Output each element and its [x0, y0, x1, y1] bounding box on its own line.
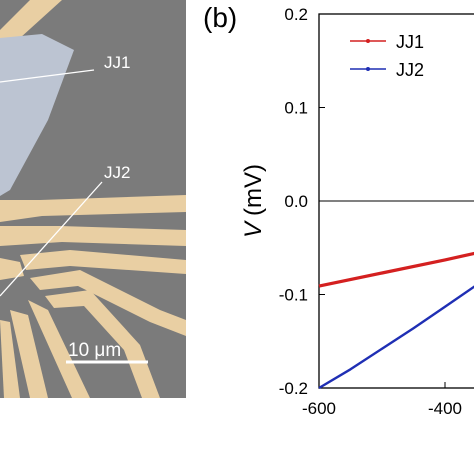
y-axis-label-unit: (mV): [240, 164, 267, 216]
x-ticks: -600-400-20: [302, 382, 462, 418]
y-axis-label: V (mV): [240, 164, 267, 238]
legend-jj1-label: JJ1: [396, 32, 424, 52]
y-tick-label: 0.1: [284, 99, 308, 118]
jj2-label: JJ2: [104, 163, 130, 182]
x-tick-label: -400: [428, 399, 462, 418]
electrode-3: [20, 250, 186, 274]
jj1-pointer-line: [0, 69, 95, 83]
electrode-7: [10, 310, 48, 398]
electrode-5: [45, 290, 160, 398]
electrode-4: [30, 270, 186, 336]
electrodes: [0, 0, 186, 398]
legend-jj1-marker: [366, 39, 370, 43]
x-tick-label: -600: [302, 399, 336, 418]
series-line-jj1: [318, 251, 474, 288]
legend: JJ1 JJ2: [350, 32, 424, 80]
legend-jj2-label: JJ2: [396, 60, 424, 80]
electrode-9: [0, 258, 24, 280]
legend-jj2-marker: [366, 67, 370, 71]
y-ticks: 0.2 0.1 0.0 -0.1 -0.2: [279, 5, 325, 398]
y-tick-label: -0.1: [279, 286, 308, 305]
y-tick-label: 0.2: [284, 5, 308, 24]
y-tick-label: 0.0: [284, 192, 308, 211]
electrode-8: [0, 320, 20, 398]
scale-bar-label: 10 μm: [68, 340, 121, 361]
micrograph-panel: JJ1 JJ2 10 μm: [0, 0, 186, 398]
series-line-jj2: [318, 285, 474, 390]
y-axis-label-var: V: [240, 220, 267, 238]
series-layer: [318, 251, 474, 390]
electrode-1: [0, 195, 186, 222]
y-tick-label: -0.2: [279, 379, 308, 398]
jj1-label: JJ1: [104, 53, 130, 72]
electrode-2: [0, 226, 186, 246]
electrode-6: [28, 300, 90, 398]
jj2-pointer-line: [0, 181, 103, 297]
panel-b-label: (b): [203, 2, 238, 33]
